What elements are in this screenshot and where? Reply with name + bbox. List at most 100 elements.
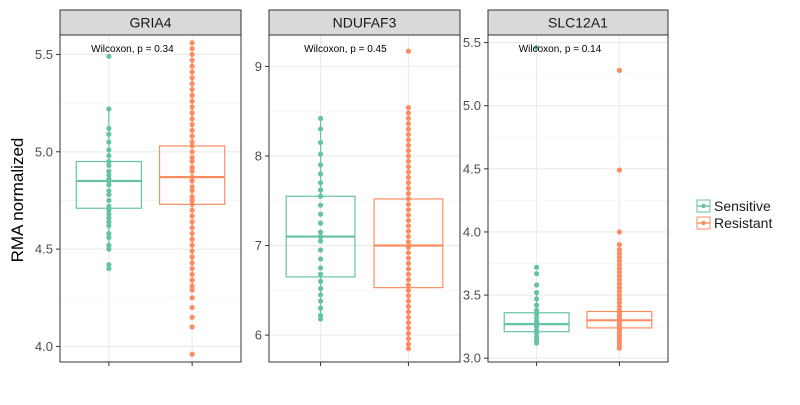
data-point (189, 271, 195, 278)
legend-label: Resistant (714, 215, 772, 231)
facet-strip (59, 9, 242, 36)
facet-panel-slc12a1: 3.0 3.5 4.0 4.5 5.0 5.5 Wilcoxon, p = 0.14 SLC1… (463, 9, 669, 366)
data-point (317, 193, 324, 199)
data-point (189, 178, 195, 184)
data-point (405, 174, 412, 181)
data-point (317, 162, 324, 168)
data-point (189, 69, 195, 75)
y-tick-label: 5.5 (35, 47, 53, 62)
data-point (405, 115, 412, 121)
data-point (106, 188, 112, 194)
data-point (534, 330, 540, 336)
data-point (534, 264, 540, 270)
data-point (405, 180, 412, 186)
data-point (616, 277, 623, 283)
data-point (189, 304, 195, 311)
data-point (405, 196, 412, 202)
y-tick-label: 4.5 (35, 242, 53, 257)
data-point (317, 305, 324, 311)
data-point (317, 247, 324, 253)
data-point (189, 295, 195, 301)
data-point (189, 277, 195, 283)
data-point (106, 125, 112, 132)
data-point (405, 330, 412, 336)
data-point (317, 316, 324, 322)
series-resistant (373, 48, 444, 352)
facet-strip (268, 9, 461, 36)
data-point (616, 262, 623, 268)
data-point (106, 158, 112, 165)
data-point (189, 168, 195, 174)
legend-item-resistant: Resistant (696, 215, 772, 231)
data-point (405, 110, 412, 116)
data-point (405, 212, 412, 218)
data-point (317, 171, 324, 177)
wilcoxon-annotation: Wilcoxon, p = 0.45 (304, 44, 387, 55)
data-point (534, 282, 540, 288)
facet-panel-ndufaf3: 6 7 8 9 Wilcoxon, p = 0.45 NDUFAF3 (255, 9, 461, 366)
y-axis-label: RMA normalized (8, 138, 27, 263)
data-point (616, 345, 623, 351)
data-point (616, 167, 623, 173)
data-point (616, 303, 623, 310)
data-point (189, 143, 195, 149)
data-point (405, 345, 412, 352)
data-point (405, 104, 412, 111)
data-point (317, 256, 324, 262)
panel-background (488, 35, 668, 362)
data-point (189, 86, 195, 93)
data-point (317, 285, 324, 292)
data-point (317, 115, 324, 121)
data-point (106, 192, 112, 198)
data-point (534, 296, 540, 302)
data-point (405, 341, 412, 347)
data-point (534, 45, 540, 51)
data-point (405, 244, 412, 250)
data-point (106, 207, 112, 213)
data-point (106, 147, 112, 153)
data-point (106, 223, 112, 229)
series-sensitive (503, 45, 570, 346)
data-point (616, 288, 623, 294)
data-point (534, 289, 540, 296)
data-point (106, 53, 112, 60)
data-point (189, 121, 195, 128)
data-point (189, 158, 195, 165)
data-point (189, 116, 195, 122)
data-point (317, 312, 324, 319)
data-point (616, 229, 623, 235)
y-tick-label: 7 (255, 238, 262, 253)
data-point (317, 265, 324, 271)
data-point (405, 185, 412, 191)
data-point (317, 126, 324, 132)
data-point (106, 172, 112, 178)
data-point (317, 229, 324, 235)
data-point (405, 239, 412, 245)
y-tick-label: 5.0 (463, 98, 481, 113)
data-point (189, 265, 195, 272)
data-point (189, 46, 195, 52)
data-point (106, 246, 112, 252)
data-point (189, 197, 195, 204)
data-point (189, 283, 195, 289)
data-point (616, 284, 623, 291)
data-point (189, 127, 195, 133)
data-point (534, 302, 540, 308)
data-point (405, 276, 412, 283)
data-point (106, 211, 112, 217)
data-point (189, 155, 195, 161)
data-point (189, 193, 195, 200)
data-point (189, 248, 195, 254)
legend-key-dot (701, 203, 706, 209)
data-point (317, 139, 324, 146)
data-point (189, 225, 195, 231)
data-point (106, 265, 112, 272)
data-point (317, 151, 324, 157)
data-point (189, 81, 195, 87)
data-point (106, 262, 112, 268)
y-tick-label: 9 (255, 59, 262, 74)
data-point (106, 153, 112, 159)
data-point (405, 233, 412, 240)
data-point (405, 303, 412, 310)
data-point (317, 187, 324, 193)
